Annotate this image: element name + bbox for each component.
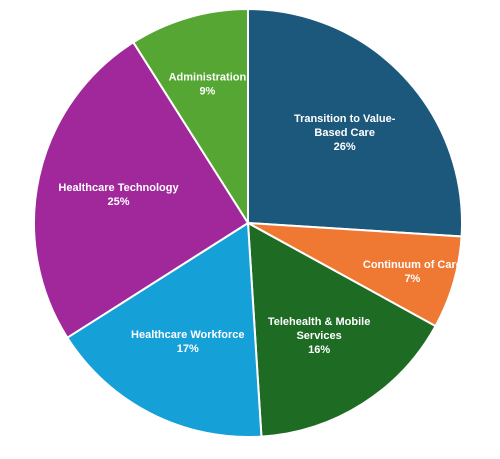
pie-slice	[247, 7, 463, 238]
pie-slice	[65, 221, 263, 438]
slice-name-label: Healthcare Technology	[58, 182, 179, 194]
slice-name-label: Administration	[169, 71, 247, 83]
slice-value-label: 26%	[334, 141, 356, 153]
slice-name-label: Telehealth & Mobile	[268, 316, 370, 328]
slice-label: Telehealth & Mobile Services 16%	[268, 316, 370, 356]
slice-name-label: Healthcare Workforce	[131, 329, 245, 341]
pie-slice	[246, 221, 437, 438]
pie-slice	[131, 7, 249, 227]
slice-name-label: Transition to Value-	[294, 113, 396, 125]
slice-value-label: 7%	[404, 273, 420, 285]
slice-label: Transition to Value- Based Care 26%	[294, 113, 396, 153]
slice-value-label: 17%	[177, 343, 199, 355]
slice-label: Administration 9%	[169, 71, 247, 97]
slice-name-label: Continuum of Care	[363, 259, 462, 271]
slice-label: Continuum of Care 7%	[363, 259, 462, 285]
slice-value-label: 9%	[199, 85, 215, 97]
pie-slice	[32, 40, 250, 340]
slice-name-label: Services	[296, 330, 341, 342]
slice-label: Healthcare Workforce 17%	[131, 329, 245, 355]
slice-name-label: Based Care	[314, 127, 375, 139]
slice-value-label: 25%	[107, 196, 129, 208]
slice-value-label: 16%	[308, 344, 330, 356]
slice-label: Healthcare Technology 25%	[58, 182, 179, 208]
